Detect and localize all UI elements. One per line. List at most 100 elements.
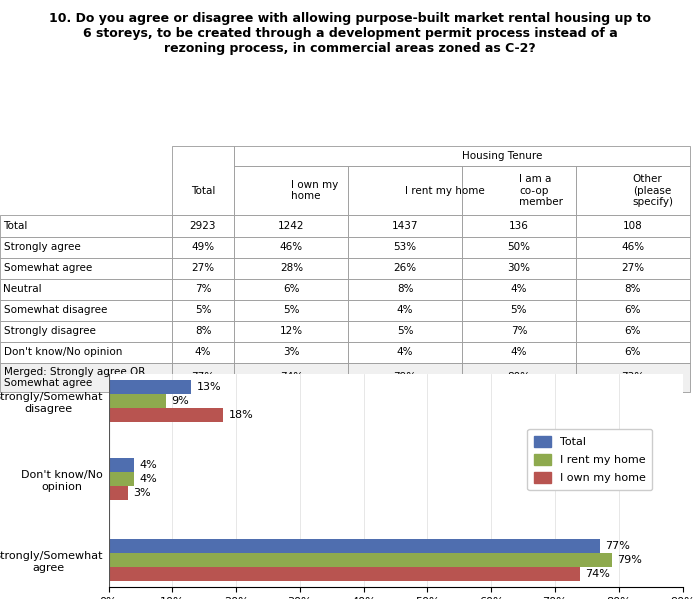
Text: 4%: 4% xyxy=(510,285,527,294)
Bar xyxy=(462,363,575,392)
Bar xyxy=(234,363,348,392)
Bar xyxy=(108,380,191,394)
Bar xyxy=(0,237,172,258)
Bar xyxy=(234,146,690,165)
Bar xyxy=(575,165,690,216)
Bar xyxy=(462,216,575,237)
Bar xyxy=(108,486,127,500)
Text: 5%: 5% xyxy=(510,305,527,315)
Text: 4%: 4% xyxy=(195,347,211,358)
Text: I own my
home: I own my home xyxy=(291,180,339,201)
Bar xyxy=(462,321,575,342)
Text: 49%: 49% xyxy=(191,242,215,252)
Bar xyxy=(234,321,348,342)
Bar xyxy=(575,342,690,363)
Bar xyxy=(348,279,462,300)
Bar xyxy=(172,279,234,300)
Bar xyxy=(0,342,172,363)
Text: 74%: 74% xyxy=(586,569,610,579)
Text: 12%: 12% xyxy=(280,326,303,337)
Text: 6%: 6% xyxy=(624,305,641,315)
Bar xyxy=(172,258,234,279)
Bar xyxy=(462,165,575,216)
Text: Strongly agree: Strongly agree xyxy=(4,242,80,252)
Text: Other
(please
specify): Other (please specify) xyxy=(633,174,673,207)
Text: Somewhat disagree: Somewhat disagree xyxy=(4,305,107,315)
Bar xyxy=(108,472,134,486)
Bar xyxy=(348,342,462,363)
Text: 8%: 8% xyxy=(195,326,211,337)
Bar xyxy=(234,258,348,279)
Text: 77%: 77% xyxy=(191,373,215,382)
Text: 46%: 46% xyxy=(621,242,644,252)
Text: 5%: 5% xyxy=(397,326,414,337)
Text: Neutral: Neutral xyxy=(4,285,42,294)
Bar xyxy=(575,216,690,237)
Text: 5%: 5% xyxy=(195,305,211,315)
Text: 10. Do you agree or disagree with allowing purpose-built market rental housing u: 10. Do you agree or disagree with allowi… xyxy=(49,11,651,55)
Text: 7%: 7% xyxy=(195,285,211,294)
Legend: Total, I rent my home, I own my home: Total, I rent my home, I own my home xyxy=(527,429,652,490)
Text: 5%: 5% xyxy=(283,305,300,315)
Text: 4%: 4% xyxy=(397,347,414,358)
Text: 6%: 6% xyxy=(283,285,300,294)
Bar xyxy=(234,300,348,321)
Bar xyxy=(0,363,172,392)
Text: I am a
co-op
member: I am a co-op member xyxy=(519,174,563,207)
Bar xyxy=(108,539,600,553)
Text: Don't know/No opinion: Don't know/No opinion xyxy=(4,347,122,358)
Bar xyxy=(172,342,234,363)
Bar xyxy=(0,300,172,321)
Bar xyxy=(172,363,234,392)
Text: 13%: 13% xyxy=(197,382,221,392)
Bar xyxy=(108,567,580,582)
Text: 1242: 1242 xyxy=(278,221,304,231)
Text: Housing Tenure: Housing Tenure xyxy=(462,150,542,161)
Bar xyxy=(462,300,575,321)
Bar xyxy=(108,553,612,567)
Text: 79%: 79% xyxy=(393,373,416,382)
Bar xyxy=(172,216,234,237)
Text: 4%: 4% xyxy=(397,305,414,315)
Bar xyxy=(234,237,348,258)
Bar xyxy=(234,165,348,216)
Bar xyxy=(575,279,690,300)
Bar xyxy=(348,216,462,237)
Bar xyxy=(462,279,575,300)
Text: 3%: 3% xyxy=(283,347,300,358)
Text: 6%: 6% xyxy=(624,326,641,337)
Bar xyxy=(234,216,348,237)
Bar xyxy=(348,321,462,342)
Bar xyxy=(575,300,690,321)
Bar xyxy=(0,216,172,237)
Bar xyxy=(0,279,172,300)
Text: Somewhat agree: Somewhat agree xyxy=(4,263,92,273)
Bar xyxy=(348,363,462,392)
Text: 4%: 4% xyxy=(139,460,157,470)
Text: Strongly disagree: Strongly disagree xyxy=(4,326,95,337)
Text: 53%: 53% xyxy=(393,242,416,252)
Text: 50%: 50% xyxy=(508,242,531,252)
Bar xyxy=(348,237,462,258)
Text: 136: 136 xyxy=(509,221,528,231)
Bar xyxy=(172,300,234,321)
Text: 9%: 9% xyxy=(171,396,189,406)
Text: 74%: 74% xyxy=(280,373,303,382)
Text: Total: Total xyxy=(191,186,215,195)
Text: 73%: 73% xyxy=(621,373,644,382)
Bar xyxy=(575,237,690,258)
Bar xyxy=(172,321,234,342)
Bar xyxy=(348,165,462,216)
Text: 26%: 26% xyxy=(393,263,416,273)
Text: 27%: 27% xyxy=(191,263,215,273)
Text: 77%: 77% xyxy=(605,541,629,551)
Bar xyxy=(172,237,234,258)
Text: 30%: 30% xyxy=(508,263,531,273)
Bar xyxy=(348,300,462,321)
Bar xyxy=(108,458,134,472)
Text: 80%: 80% xyxy=(508,373,531,382)
Text: Merged: Strongly agree OR
Somewhat agree: Merged: Strongly agree OR Somewhat agree xyxy=(4,367,145,388)
Text: 8%: 8% xyxy=(397,285,414,294)
Text: Total: Total xyxy=(4,221,28,231)
Bar xyxy=(108,394,166,409)
